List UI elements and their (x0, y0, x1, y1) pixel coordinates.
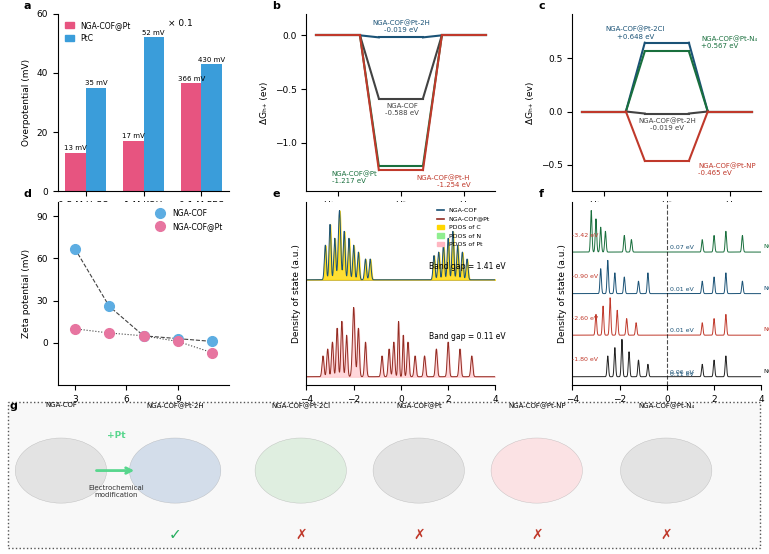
Text: NGA-COF@Pt-2H: NGA-COF@Pt-2H (764, 285, 769, 290)
Ellipse shape (129, 438, 221, 503)
Bar (85, 88, 106, 191)
Text: NGA-COF@Pt·2Cl: NGA-COF@Pt·2Cl (271, 402, 331, 409)
NGA-COF@Pt (173, 338, 182, 345)
Text: × 0.1: × 0.1 (168, 19, 192, 28)
Ellipse shape (15, 438, 107, 503)
Text: 0.07 eV: 0.07 eV (671, 245, 694, 250)
NGA-COF (70, 245, 79, 252)
X-axis label: Energy (eV): Energy (eV) (638, 409, 696, 419)
Text: g: g (10, 401, 18, 411)
Text: c: c (538, 1, 545, 11)
Text: Electrochemical
modification: Electrochemical modification (88, 485, 145, 498)
Line: NGA-COF@Pt: NGA-COF@Pt (70, 324, 217, 357)
X-axis label: Reaction path: Reaction path (367, 216, 435, 225)
NGA-COF (105, 303, 114, 310)
FancyBboxPatch shape (8, 402, 760, 548)
Text: ✗: ✗ (413, 528, 424, 542)
Text: Band gap = 1.41 eV: Band gap = 1.41 eV (429, 263, 506, 271)
Text: NGA-COF@Pt-H: NGA-COF@Pt-H (764, 326, 769, 331)
Bar (144, 38, 164, 191)
Text: NGA-COF@Pt-N₄
+0.567 eV: NGA-COF@Pt-N₄ +0.567 eV (701, 35, 757, 49)
Legend: NGA-COF, NGA-COF@Pt: NGA-COF, NGA-COF@Pt (151, 206, 225, 234)
X-axis label: Energy (eV): Energy (eV) (372, 409, 430, 419)
Legend: NGA-COF, NGA-COF@Pt, PDOS of C, PDOS of N, PDOS of Pt: NGA-COF, NGA-COF@Pt, PDOS of C, PDOS of … (434, 206, 492, 250)
Text: NGA-COF@Pt
-1.217 eV: NGA-COF@Pt -1.217 eV (331, 171, 378, 184)
Text: NGA-COF
-0.588 eV: NGA-COF -0.588 eV (385, 103, 419, 116)
Line: NGA-COF: NGA-COF (70, 244, 217, 346)
NGA-COF@Pt (208, 350, 217, 356)
Ellipse shape (255, 438, 346, 503)
Text: NGA-COF@Pt-NP: NGA-COF@Pt-NP (508, 402, 565, 409)
Y-axis label: Density of state (a.u.): Density of state (a.u.) (292, 244, 301, 343)
Y-axis label: Density of state (a.u.): Density of state (a.u.) (558, 244, 567, 343)
Text: 0.01 eV: 0.01 eV (671, 286, 694, 291)
Bar (123, 141, 144, 191)
Text: NGA-COF@Pt-N₄: NGA-COF@Pt-N₄ (638, 402, 694, 409)
Text: NGA-COF@Pt·2H: NGA-COF@Pt·2H (146, 402, 204, 409)
Text: NGA-COF@Pt: NGA-COF@Pt (764, 368, 769, 373)
NGA-COF (208, 338, 217, 345)
NGA-COF (139, 332, 148, 339)
Bar (201, 64, 221, 191)
X-axis label: pH: pH (137, 409, 151, 419)
Text: 366 mV: 366 mV (178, 75, 205, 81)
Text: NGA-COF@Pt: NGA-COF@Pt (396, 402, 441, 409)
Text: -3.42 eV: -3.42 eV (572, 233, 599, 238)
Text: NGA-COF@Pt-3H: NGA-COF@Pt-3H (764, 243, 769, 248)
Text: -2.60 eV: -2.60 eV (572, 316, 598, 321)
Text: e: e (272, 189, 280, 199)
Bar (65, 153, 85, 191)
Text: NGA-COF@Pt-2Cl
+0.648 eV: NGA-COF@Pt-2Cl +0.648 eV (606, 26, 665, 39)
Text: 52 mV: 52 mV (142, 30, 165, 36)
Text: NGA-COF@Pt-H
-1.254 eV: NGA-COF@Pt-H -1.254 eV (417, 175, 470, 188)
Text: NGA-COF: NGA-COF (45, 402, 77, 408)
Text: a: a (23, 1, 31, 11)
Y-axis label: Overpotential (mV): Overpotential (mV) (22, 59, 31, 146)
Ellipse shape (621, 438, 712, 503)
Text: 0.06 eV: 0.06 eV (671, 370, 694, 375)
Text: ✗: ✗ (661, 528, 672, 542)
Ellipse shape (373, 438, 464, 503)
Bar (181, 83, 201, 191)
Y-axis label: ΔGₕ₊ (ev): ΔGₕ₊ (ev) (260, 81, 269, 124)
Text: d: d (23, 189, 32, 199)
NGA-COF@Pt (105, 330, 114, 336)
Text: +Pt: +Pt (107, 431, 126, 440)
X-axis label: Reaction path: Reaction path (633, 216, 701, 225)
Text: f: f (538, 189, 544, 199)
Y-axis label: ΔGₕ₊ (ev): ΔGₕ₊ (ev) (526, 81, 535, 124)
Text: NGA-COF@Pt-NP
-0.465 eV: NGA-COF@Pt-NP -0.465 eV (698, 163, 756, 177)
Text: NGA-COF@Pt-2H
-0.019 eV: NGA-COF@Pt-2H -0.019 eV (372, 19, 430, 33)
Text: 13 mV: 13 mV (65, 145, 87, 151)
Text: 35 mV: 35 mV (85, 80, 107, 86)
Text: Band gap = 0.11 eV: Band gap = 0.11 eV (429, 332, 506, 341)
Text: -1.80 eV: -1.80 eV (572, 357, 598, 362)
Text: 0.01 eV: 0.01 eV (671, 328, 694, 333)
NGA-COF@Pt (70, 325, 79, 332)
Text: NGA-COF@Pt-2H
-0.019 eV: NGA-COF@Pt-2H -0.019 eV (638, 118, 696, 131)
Text: 0.11 eV: 0.11 eV (671, 372, 694, 377)
Text: b: b (272, 1, 280, 11)
Text: 17 mV: 17 mV (122, 134, 145, 140)
Legend: NGA-COF@Pt, PtC: NGA-COF@Pt, PtC (62, 18, 133, 45)
Text: ✗: ✗ (295, 528, 307, 542)
NGA-COF (173, 335, 182, 342)
Text: ✓: ✓ (168, 527, 181, 542)
Text: -0.90 eV: -0.90 eV (572, 274, 598, 279)
Text: ✗: ✗ (531, 528, 543, 542)
Y-axis label: Zeta potential (mV): Zeta potential (mV) (22, 249, 31, 338)
Ellipse shape (491, 438, 582, 503)
Text: 430 mV: 430 mV (198, 57, 225, 63)
NGA-COF@Pt (139, 332, 148, 339)
